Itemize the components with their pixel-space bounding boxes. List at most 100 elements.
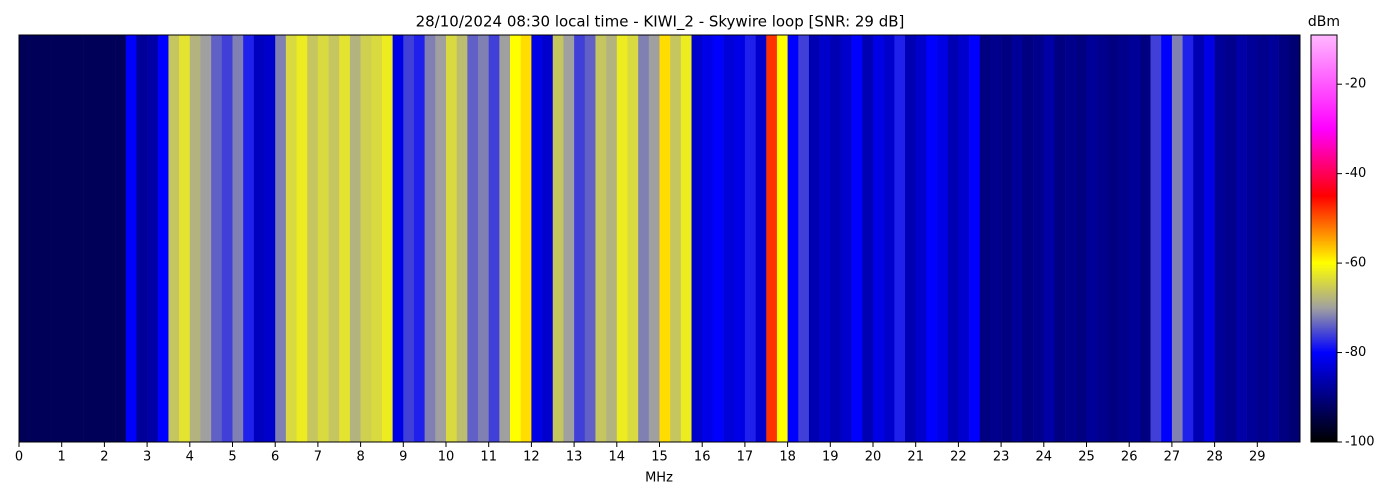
spectrum-band xyxy=(915,35,927,442)
spectrum-band xyxy=(264,35,276,442)
x-tick-label: 5 xyxy=(228,450,236,465)
spectrum-band xyxy=(104,35,116,442)
spectrum-band xyxy=(157,35,169,442)
spectrum-band xyxy=(1289,35,1301,442)
colorbar-tick-label: -20 xyxy=(1345,77,1366,92)
x-tick-label: 1 xyxy=(58,450,66,465)
spectrum-band xyxy=(851,35,863,442)
spectrum-band xyxy=(712,35,724,442)
x-tick-label: 22 xyxy=(950,450,967,465)
x-tick-label: 27 xyxy=(1164,450,1181,465)
spectrum-band xyxy=(488,35,500,442)
colorbar-tick-label: -40 xyxy=(1345,166,1366,181)
spectrum-band xyxy=(200,35,212,442)
spectrum-band xyxy=(1107,35,1119,442)
spectrum-band xyxy=(979,35,991,442)
x-tick-label: 4 xyxy=(186,450,194,465)
spectrum-band xyxy=(1011,35,1023,442)
spectrum-band xyxy=(307,35,319,442)
spectrum-band xyxy=(670,35,682,442)
x-tick-label: 2 xyxy=(100,450,108,465)
colorbar xyxy=(1310,34,1338,443)
x-tick-label: 18 xyxy=(779,450,796,465)
spectrum-band xyxy=(958,35,970,442)
spectrum-band xyxy=(862,35,874,442)
spectrum-band xyxy=(1054,35,1066,442)
spectrum-band xyxy=(29,35,41,442)
spectrum-band xyxy=(563,35,575,442)
spectrum-band xyxy=(221,35,233,442)
x-tick-label: 10 xyxy=(438,450,455,465)
spectrum-band xyxy=(1171,35,1183,442)
spectrum-band xyxy=(744,35,756,442)
spectrum-band xyxy=(1118,35,1130,442)
spectrum-band xyxy=(627,35,639,442)
spectrum-band xyxy=(819,35,831,442)
spectrum-band xyxy=(253,35,265,442)
spectrum-band xyxy=(926,35,938,442)
x-tick-label: 26 xyxy=(1121,450,1138,465)
x-tick-label: 29 xyxy=(1249,450,1266,465)
spectrum-band xyxy=(1043,35,1055,442)
spectrum-band xyxy=(19,35,30,442)
spectrum-band xyxy=(1022,35,1034,442)
spectrum-band xyxy=(40,35,52,442)
spectrum-band xyxy=(232,35,244,442)
spectrum-band xyxy=(371,35,383,442)
x-tick-label: 25 xyxy=(1078,450,1095,465)
x-tick-label: 17 xyxy=(737,450,754,465)
spectrum-band xyxy=(349,35,361,442)
x-tick-label: 3 xyxy=(143,450,151,465)
spectrum-band xyxy=(1203,35,1215,442)
spectrum-band xyxy=(574,35,586,442)
x-tick-label: 28 xyxy=(1206,450,1223,465)
spectrum-band xyxy=(403,35,415,442)
spectrum-band xyxy=(1214,35,1226,442)
spectrum-band xyxy=(830,35,842,442)
spectrum-band xyxy=(616,35,628,442)
spectrum-band xyxy=(648,35,660,442)
spectrum-band xyxy=(1225,35,1237,442)
spectrum-band xyxy=(1267,35,1279,442)
spectrum-band xyxy=(115,35,127,442)
spectrum-band xyxy=(723,35,735,442)
spectrum-band xyxy=(72,35,84,442)
x-tick-label: 15 xyxy=(651,450,668,465)
spectrum-band xyxy=(275,35,287,442)
spectrum-band xyxy=(883,35,895,442)
x-tick-label: 7 xyxy=(314,450,322,465)
spectrum-band xyxy=(969,35,981,442)
spectrum-band xyxy=(211,35,223,442)
spectrum-band xyxy=(808,35,820,442)
spectrum-band xyxy=(787,35,799,442)
x-tick-label: 24 xyxy=(1036,450,1053,465)
x-tick-label: 21 xyxy=(907,450,924,465)
spectrum-band xyxy=(755,35,767,442)
spectrum-band xyxy=(638,35,650,442)
spectrum-band xyxy=(285,35,297,442)
x-tick-label: 23 xyxy=(993,450,1010,465)
x-axis-label: MHz xyxy=(645,471,673,486)
x-tick-label: 20 xyxy=(865,450,882,465)
spectrum-band xyxy=(937,35,949,442)
spectrum-band xyxy=(381,35,393,442)
spectrum-band xyxy=(328,35,340,442)
x-tick-label: 19 xyxy=(822,450,839,465)
spectrum-band xyxy=(51,35,62,442)
spectrum-band xyxy=(317,35,329,442)
spectrum-band xyxy=(456,35,468,442)
spectrum-band xyxy=(691,35,703,442)
spectrum-band xyxy=(392,35,404,442)
spectrum-band xyxy=(659,35,671,442)
spectrum-band xyxy=(531,35,543,442)
spectrum-band xyxy=(595,35,607,442)
x-tick-label: 13 xyxy=(566,450,583,465)
spectrum-band xyxy=(435,35,447,442)
spectrum-band xyxy=(680,35,692,442)
spectrum-band xyxy=(1246,35,1258,442)
spectrum-band xyxy=(1235,35,1247,442)
spectrum-band xyxy=(542,35,554,442)
spectrum-band xyxy=(1139,35,1151,442)
spectrum-band xyxy=(798,35,810,442)
